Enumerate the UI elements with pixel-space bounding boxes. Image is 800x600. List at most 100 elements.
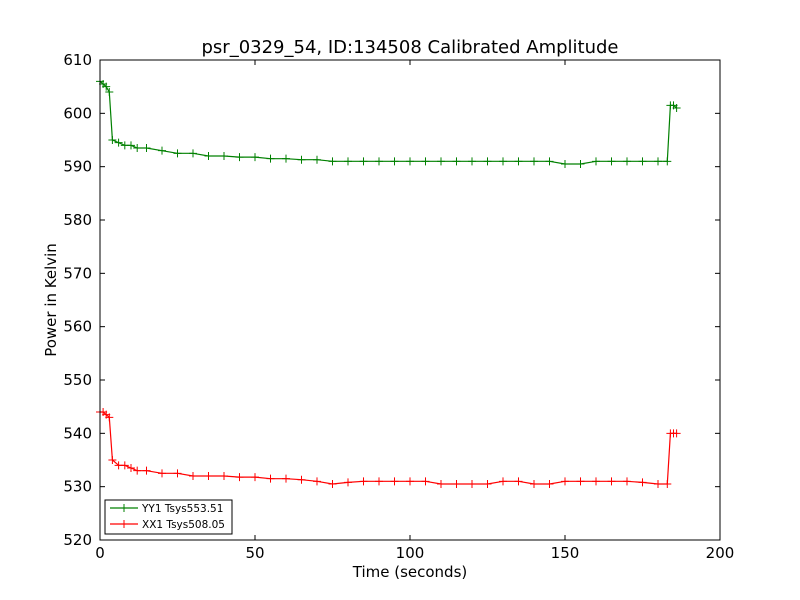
x-tick-label: 100 [396, 544, 425, 562]
data-point [607, 157, 616, 166]
data-point [592, 477, 600, 486]
data-point [102, 82, 111, 91]
data-point [483, 157, 492, 166]
data-point [108, 136, 117, 144]
data-point [142, 144, 151, 152]
legend-label: YY1 Tsys553.51 [141, 503, 223, 515]
data-point [204, 152, 213, 160]
data-point [235, 473, 244, 482]
data-point [576, 160, 585, 168]
data-point [390, 477, 399, 486]
data-point [114, 138, 123, 147]
data-point [127, 464, 135, 472]
legend-box [104, 499, 233, 535]
series-0 [96, 77, 681, 168]
data-point [189, 149, 197, 158]
y-tick-label: 530 [63, 478, 92, 496]
data-point [220, 472, 228, 480]
data-point [437, 157, 445, 166]
data-point [406, 477, 414, 486]
data-point [375, 477, 383, 486]
y-tick-label: 550 [63, 371, 92, 389]
data-point [282, 154, 290, 163]
data-point [437, 480, 445, 488]
data-point [623, 477, 631, 486]
y-tick-label: 520 [63, 531, 92, 549]
data-point [120, 461, 129, 470]
data-point [483, 480, 492, 488]
legend-swatch-marker [120, 520, 128, 528]
data-point [468, 157, 476, 166]
data-point [576, 477, 585, 486]
y-axis-label: Power in Kelvin [42, 243, 60, 357]
data-point [514, 477, 523, 486]
data-point [297, 155, 306, 164]
y-tick-label: 560 [63, 318, 92, 336]
x-tick-label: 200 [706, 544, 735, 562]
data-point [266, 474, 275, 483]
data-point [421, 157, 430, 166]
data-point [282, 474, 290, 483]
series-1 [96, 408, 681, 488]
data-point [561, 477, 569, 486]
data-point [375, 157, 383, 166]
data-point [189, 472, 197, 480]
x-axis-label: Time (seconds) [352, 563, 468, 581]
data-point [328, 480, 337, 488]
data-point [158, 469, 166, 478]
data-point [545, 157, 554, 166]
data-point [607, 477, 616, 486]
data-point [623, 157, 631, 166]
data-point [313, 155, 321, 164]
data-point [592, 157, 600, 166]
data-point [654, 480, 662, 488]
data-point [313, 477, 321, 486]
data-point [158, 146, 166, 155]
data-point [133, 144, 142, 152]
data-point [142, 466, 151, 475]
y-tick-label: 570 [63, 264, 92, 282]
plot-series [96, 77, 681, 488]
data-point [672, 429, 681, 438]
data-point [328, 157, 337, 166]
data-point [133, 466, 142, 475]
legend-swatch-marker [120, 504, 128, 512]
data-point [663, 157, 672, 166]
legend-label: XX1 Tsys508.05 [142, 519, 225, 531]
data-point [452, 480, 461, 488]
data-point [220, 152, 228, 160]
chart-title: psr_0329_54, ID:134508 Calibrated Amplit… [201, 37, 618, 58]
data-point [406, 157, 414, 166]
data-point [421, 477, 430, 486]
y-tick-label: 610 [63, 51, 92, 69]
x-tick-label: 50 [245, 544, 264, 562]
legend: YY1 Tsys553.51 XX1 Tsys508.05 [104, 499, 233, 535]
data-point [173, 469, 182, 478]
data-point [530, 157, 538, 166]
data-point [390, 157, 399, 166]
x-tick-label: 0 [95, 544, 105, 562]
data-point [663, 480, 672, 488]
data-point [359, 477, 368, 486]
data-point [266, 154, 275, 163]
data-point [452, 157, 461, 166]
data-point [514, 157, 523, 166]
data-point [359, 157, 368, 166]
data-point [561, 160, 569, 168]
data-point [173, 149, 182, 158]
y-tick-label: 590 [63, 158, 92, 176]
data-point [204, 472, 213, 480]
data-point [235, 153, 244, 162]
data-point [344, 157, 352, 166]
data-point [468, 480, 476, 488]
y-tick-label: 600 [63, 104, 92, 122]
y-tick-label: 580 [63, 211, 92, 229]
data-point [108, 456, 117, 464]
data-point [251, 473, 259, 482]
y-tick-label: 540 [63, 424, 92, 442]
axis-ticks: 0 50 100 150 200 520 530 540 550 560 570 580 590 600 6… [63, 51, 734, 562]
data-point [127, 141, 135, 150]
data-point [672, 104, 681, 112]
data-point [638, 478, 647, 487]
